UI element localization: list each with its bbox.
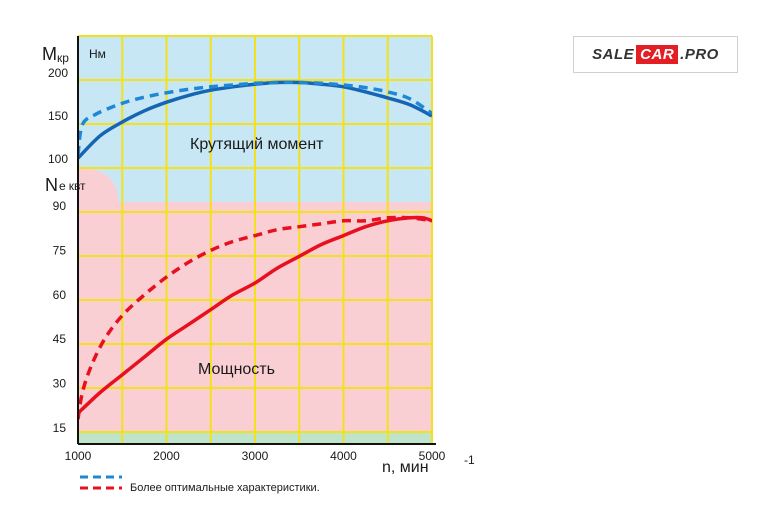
- power-ticks: 15 30 45 60 75 90: [53, 199, 67, 435]
- torque-axis-symbol: Mкр: [42, 44, 69, 65]
- x-tick-label: 4000: [330, 449, 357, 463]
- legend-text: Более оптимальные характеристики.: [130, 482, 320, 494]
- power-tick-label: 75: [53, 243, 67, 257]
- power-tick-label: 30: [53, 377, 67, 391]
- power-annotation: Мощность: [198, 361, 275, 378]
- x-tick-label: 3000: [242, 449, 269, 463]
- torque-axis-subscript: кр: [57, 51, 69, 65]
- power-axis-unit: квт: [69, 179, 86, 193]
- x-axis-exponent: -1: [464, 453, 475, 467]
- power-solid-line: [78, 215, 432, 415]
- torque-axis-unit: Нм: [89, 47, 106, 61]
- x-tick-label: 1000: [65, 449, 92, 463]
- power-axis-symbol: Ne квт: [45, 175, 86, 195]
- torque-tick-label: 200: [48, 66, 68, 80]
- power-tick-label: 45: [53, 332, 67, 346]
- x-tick-label: 2000: [153, 449, 180, 463]
- power-region-corner: [78, 168, 118, 202]
- plot-grid: [77, 35, 433, 444]
- brand-logo: SALE CAR .PRO: [573, 36, 738, 73]
- torque-tick-label: 150: [48, 109, 68, 123]
- torque-dashed-line: [78, 80, 432, 155]
- x-ticks: 1000 2000 3000 4000 5000: [65, 449, 446, 463]
- axes: [77, 36, 436, 445]
- power-axis-subscript: e: [59, 179, 66, 193]
- x-axis-label: n, мин: [382, 459, 429, 476]
- series-group: [78, 80, 432, 420]
- logo-part-sale: SALE: [592, 46, 635, 63]
- power-tick-label: 90: [53, 199, 67, 213]
- logo-part-car: CAR: [636, 45, 679, 64]
- legend: Более оптимальные характеристики.: [80, 475, 320, 494]
- torque-annotation: Крутящий момент: [190, 136, 324, 153]
- torque-tick-label: 100: [48, 152, 68, 166]
- torque-ticks: 100 150 200: [48, 66, 68, 166]
- power-tick-label: 15: [53, 421, 67, 435]
- x-tick-label: 5000: [419, 449, 446, 463]
- logo-part-pro: .PRO: [680, 46, 719, 63]
- power-tick-label: 60: [53, 288, 67, 302]
- power-dashed-line: [78, 215, 432, 420]
